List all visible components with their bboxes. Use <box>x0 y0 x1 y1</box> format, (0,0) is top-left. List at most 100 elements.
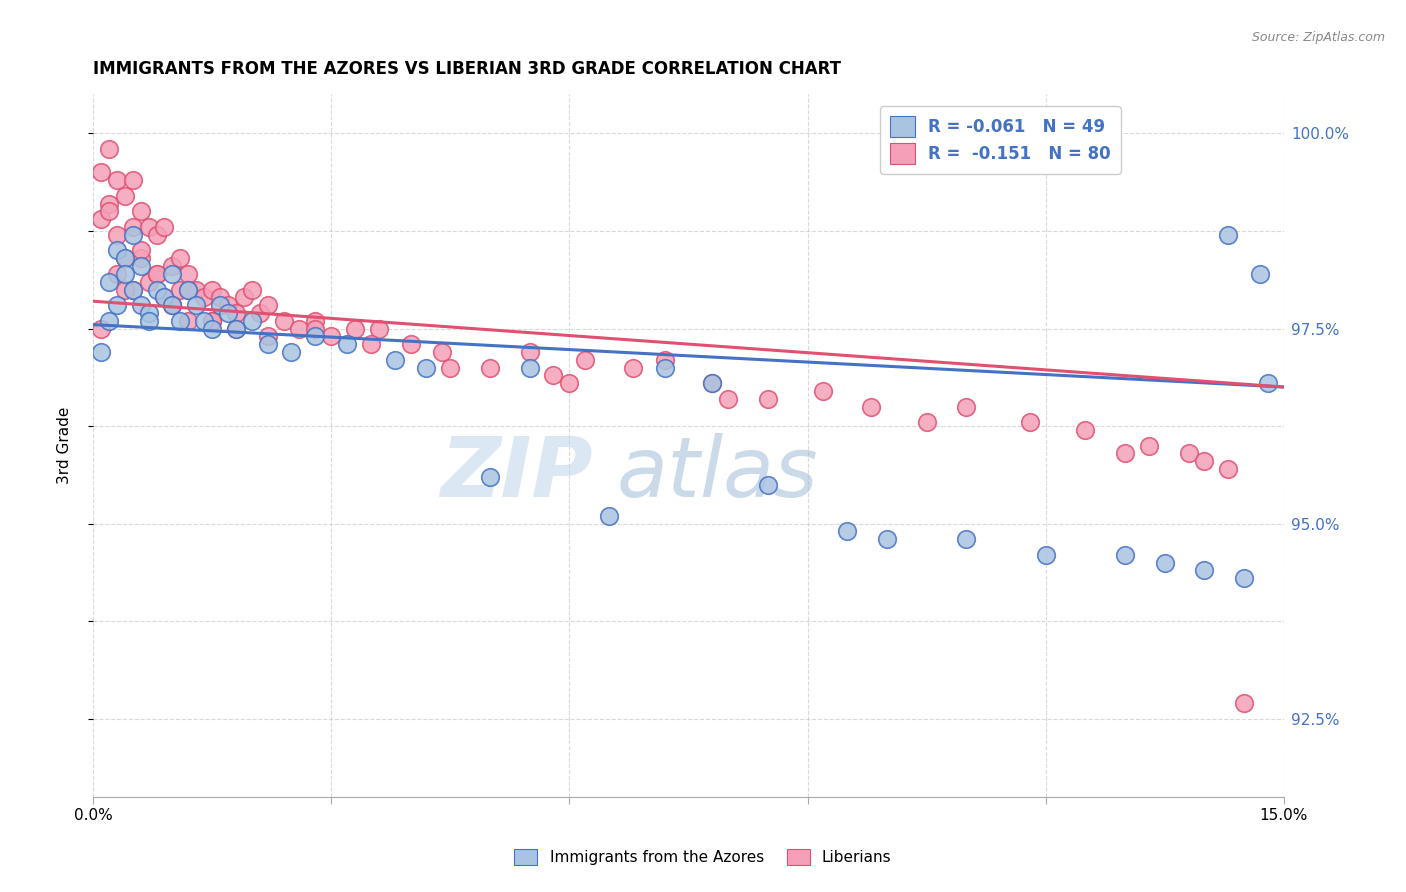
Point <box>169 283 191 297</box>
Point <box>162 298 184 312</box>
Point <box>478 469 501 483</box>
Point <box>145 267 167 281</box>
Point <box>360 337 382 351</box>
Point <box>1233 696 1256 710</box>
Point <box>138 275 160 289</box>
Point <box>702 376 724 391</box>
Point <box>121 227 143 242</box>
Point <box>186 283 208 297</box>
Point <box>105 298 128 312</box>
Point <box>240 314 263 328</box>
Point <box>97 142 120 156</box>
Point <box>97 314 120 328</box>
Point <box>1137 438 1160 452</box>
Point <box>129 204 152 219</box>
Point <box>145 283 167 297</box>
Point <box>519 345 541 359</box>
Point <box>478 360 501 375</box>
Point <box>105 267 128 281</box>
Point <box>256 337 278 351</box>
Point <box>105 227 128 242</box>
Point <box>138 220 160 235</box>
Point <box>1114 548 1136 562</box>
Point <box>153 290 176 304</box>
Point <box>114 252 136 266</box>
Point <box>1018 415 1040 429</box>
Point <box>813 384 835 398</box>
Text: IMMIGRANTS FROM THE AZORES VS LIBERIAN 3RD GRADE CORRELATION CHART: IMMIGRANTS FROM THE AZORES VS LIBERIAN 3… <box>93 60 841 78</box>
Point <box>138 314 160 328</box>
Point <box>169 314 191 328</box>
Point <box>336 337 359 351</box>
Point <box>240 283 263 297</box>
Point <box>304 314 326 328</box>
Point <box>217 298 239 312</box>
Point <box>208 298 231 312</box>
Point <box>177 283 200 297</box>
Point <box>217 306 239 320</box>
Point <box>201 314 224 328</box>
Point <box>114 189 136 203</box>
Point <box>177 283 200 297</box>
Point <box>121 283 143 297</box>
Point <box>860 400 883 414</box>
Point <box>717 392 740 406</box>
Point <box>756 392 779 406</box>
Point <box>955 532 977 546</box>
Point <box>225 321 247 335</box>
Point <box>304 329 326 343</box>
Point <box>145 227 167 242</box>
Point <box>90 321 112 335</box>
Point <box>114 252 136 266</box>
Point <box>105 173 128 187</box>
Point <box>1257 376 1279 391</box>
Point <box>321 329 343 343</box>
Point <box>439 360 461 375</box>
Point <box>543 368 565 383</box>
Point <box>169 252 191 266</box>
Point <box>574 352 596 367</box>
Point <box>97 196 120 211</box>
Point <box>225 321 247 335</box>
Point <box>121 173 143 187</box>
Point <box>129 252 152 266</box>
Point <box>121 220 143 235</box>
Point <box>129 259 152 273</box>
Point <box>177 314 200 328</box>
Point <box>384 352 406 367</box>
Point <box>153 220 176 235</box>
Point <box>232 290 254 304</box>
Point <box>367 321 389 335</box>
Text: ZIP: ZIP <box>440 434 593 514</box>
Point <box>1218 227 1240 242</box>
Point <box>1074 423 1097 437</box>
Point <box>193 314 215 328</box>
Point <box>90 212 112 227</box>
Point <box>201 321 224 335</box>
Point <box>162 267 184 281</box>
Point <box>162 259 184 273</box>
Point <box>162 298 184 312</box>
Point <box>1194 563 1216 577</box>
Legend: R = -0.061   N = 49, R =  -0.151   N = 80: R = -0.061 N = 49, R = -0.151 N = 80 <box>880 106 1121 174</box>
Point <box>915 415 938 429</box>
Point <box>114 283 136 297</box>
Point <box>249 306 271 320</box>
Point <box>114 267 136 281</box>
Point <box>1194 454 1216 468</box>
Point <box>621 360 644 375</box>
Point <box>90 165 112 179</box>
Point <box>138 306 160 320</box>
Point <box>288 321 311 335</box>
Point <box>201 314 224 328</box>
Point <box>432 345 454 359</box>
Point <box>702 376 724 391</box>
Point <box>256 329 278 343</box>
Point <box>1035 548 1057 562</box>
Point <box>1114 446 1136 460</box>
Point <box>1233 571 1256 585</box>
Text: Source: ZipAtlas.com: Source: ZipAtlas.com <box>1251 31 1385 45</box>
Text: atlas: atlas <box>617 434 818 514</box>
Point <box>304 321 326 335</box>
Point <box>153 290 176 304</box>
